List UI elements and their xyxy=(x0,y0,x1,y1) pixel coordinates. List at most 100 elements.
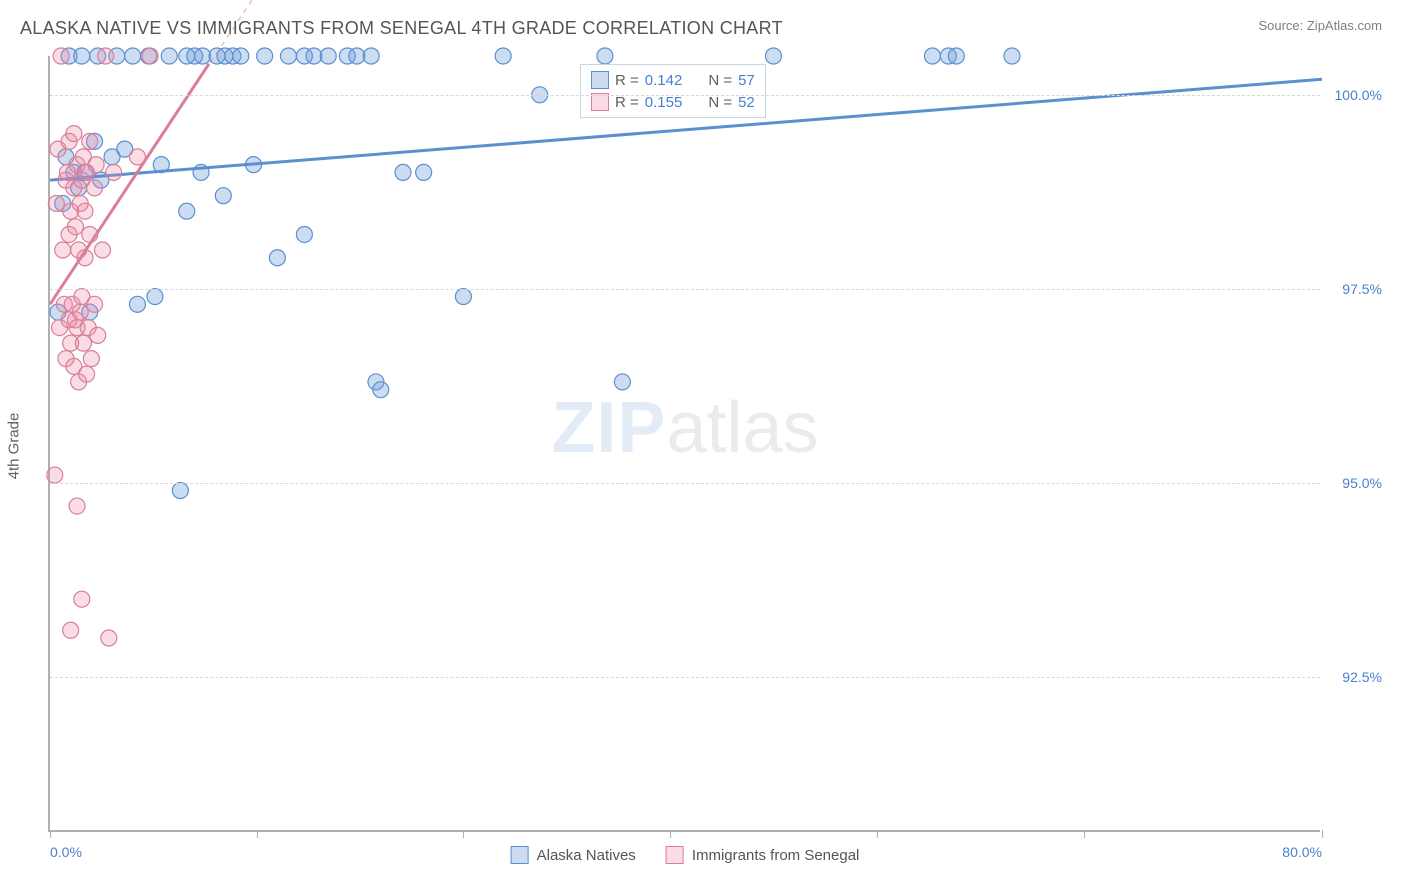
gridline-h xyxy=(50,95,1320,96)
scatter-point xyxy=(82,226,98,242)
scatter-point xyxy=(74,48,90,64)
scatter-point xyxy=(69,320,85,336)
x-tick xyxy=(257,830,258,838)
x-tick xyxy=(463,830,464,838)
scatter-point xyxy=(109,48,125,64)
scatter-point xyxy=(147,289,163,305)
scatter-point xyxy=(269,250,285,266)
scatter-point xyxy=(58,172,74,188)
gridline-h xyxy=(50,289,1320,290)
source-label: Source: ZipAtlas.com xyxy=(1258,18,1382,33)
legend-n-value: 57 xyxy=(738,72,755,89)
legend-row: R =0.142N =57 xyxy=(591,69,755,91)
scatter-point xyxy=(104,149,120,165)
scatter-point xyxy=(125,48,141,64)
watermark-atlas: atlas xyxy=(666,388,818,468)
scatter-point xyxy=(63,622,79,638)
scatter-point xyxy=(52,320,68,336)
scatter-point xyxy=(246,157,262,173)
header: ALASKA NATIVE VS IMMIGRANTS FROM SENEGAL… xyxy=(0,0,1406,49)
y-axis-label: 4th Grade xyxy=(6,413,23,480)
scatter-point xyxy=(948,48,964,64)
scatter-point xyxy=(67,312,83,328)
scatter-point xyxy=(82,304,98,320)
scatter-point xyxy=(50,304,66,320)
scatter-point xyxy=(153,157,169,173)
legend-r-value: 0.155 xyxy=(645,94,683,111)
watermark: ZIPatlas xyxy=(551,387,818,469)
scatter-point xyxy=(142,48,158,64)
scatter-point xyxy=(373,382,389,398)
scatter-point xyxy=(129,149,145,165)
scatter-point xyxy=(117,141,133,157)
scatter-point xyxy=(58,149,74,165)
x-tick xyxy=(50,830,51,838)
scatter-point xyxy=(495,48,511,64)
scatter-point xyxy=(161,48,177,64)
scatter-point xyxy=(72,304,88,320)
y-tick-label: 100.0% xyxy=(1327,87,1382,103)
scatter-point xyxy=(597,48,613,64)
scatter-point xyxy=(55,242,71,258)
scatter-point xyxy=(281,48,297,64)
legend-label: Alaska Natives xyxy=(537,847,636,864)
scatter-point xyxy=(368,374,384,390)
scatter-point xyxy=(101,630,117,646)
scatter-point xyxy=(90,327,106,343)
scatter-point xyxy=(614,374,630,390)
scatter-point xyxy=(67,219,83,235)
scatter-point xyxy=(66,164,82,180)
scatter-point xyxy=(77,164,93,180)
scatter-point xyxy=(71,180,87,196)
scatter-point xyxy=(66,180,82,196)
scatter-point xyxy=(93,172,109,188)
scatter-point xyxy=(179,203,195,219)
svg-layer xyxy=(50,56,1322,832)
scatter-point xyxy=(56,296,72,312)
scatter-point xyxy=(98,48,114,64)
scatter-point xyxy=(71,242,87,258)
scatter-point xyxy=(69,157,85,173)
x-tick-label: 0.0% xyxy=(50,844,82,860)
scatter-point xyxy=(71,374,87,390)
scatter-point xyxy=(80,320,96,336)
scatter-point xyxy=(349,48,365,64)
legend-correlation: R =0.142N =57R =0.155N =52 xyxy=(580,64,766,118)
legend-n-label: N = xyxy=(708,94,732,111)
scatter-point xyxy=(55,195,71,211)
scatter-point xyxy=(82,133,98,149)
scatter-point xyxy=(69,498,85,514)
scatter-point xyxy=(187,48,203,64)
gridline-h xyxy=(50,483,1320,484)
scatter-point xyxy=(94,242,110,258)
scatter-point xyxy=(48,195,64,211)
scatter-point xyxy=(940,48,956,64)
scatter-point xyxy=(58,351,74,367)
scatter-point xyxy=(129,296,145,312)
scatter-point xyxy=(924,48,940,64)
scatter-point xyxy=(66,126,82,142)
x-tick xyxy=(1322,830,1323,838)
legend-swatch xyxy=(511,846,529,864)
scatter-point xyxy=(87,133,103,149)
scatter-point xyxy=(225,48,241,64)
scatter-point xyxy=(363,48,379,64)
scatter-point xyxy=(106,164,122,180)
scatter-point xyxy=(233,48,249,64)
scatter-point xyxy=(61,133,77,149)
scatter-point xyxy=(195,48,211,64)
y-tick-label: 92.5% xyxy=(1327,669,1382,685)
trend-line xyxy=(50,64,209,305)
x-tick xyxy=(1084,830,1085,838)
scatter-point xyxy=(296,48,312,64)
scatter-point xyxy=(77,203,93,219)
scatter-point xyxy=(320,48,336,64)
scatter-point xyxy=(215,188,231,204)
legend-series: Alaska NativesImmigrants from Senegal xyxy=(511,846,860,864)
scatter-point xyxy=(66,358,82,374)
scatter-point xyxy=(306,48,322,64)
scatter-point xyxy=(193,164,209,180)
scatter-point xyxy=(83,351,99,367)
scatter-point xyxy=(339,48,355,64)
scatter-point xyxy=(53,48,69,64)
